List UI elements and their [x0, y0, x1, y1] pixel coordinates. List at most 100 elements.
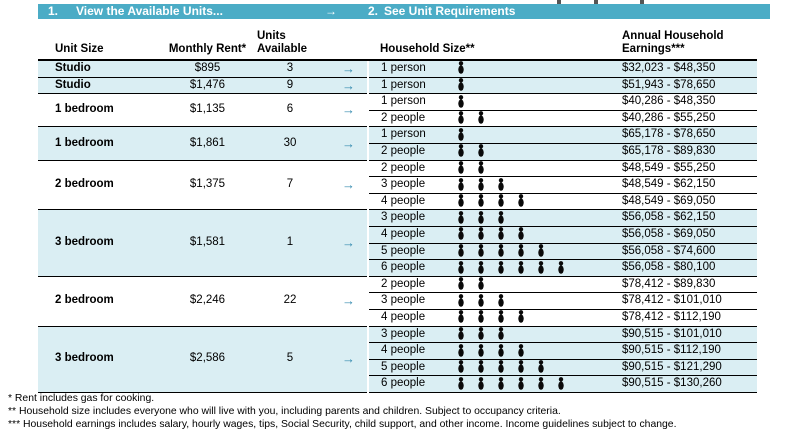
person-icons-cell [455, 110, 620, 128]
earnings-cell: $90,515 - $112,190 [620, 342, 757, 360]
earnings-cell: $65,178 - $89,830 [620, 143, 757, 161]
unit-row: 4 people $90,515 - $112,190 [38, 342, 757, 360]
unit-row: 4 people $48,549 - $69,050 [38, 193, 757, 211]
person-icon [478, 210, 484, 224]
person-icons-cell [455, 276, 620, 294]
step2-label: See Unit Requirements [384, 4, 516, 18]
person-icon [478, 111, 484, 125]
table-header-row: Unit Size Monthly Rent* Units Available … [38, 24, 757, 61]
unit-row: 6 people $56,058 - $80,100 [38, 259, 757, 277]
person-icon [478, 343, 484, 357]
person-icon [458, 144, 464, 158]
unit-row: 1 bedroom $1,135 6 → 1 person $40,286 - $48,3… [38, 93, 757, 128]
unit-size-cell: 3 bedroom [38, 209, 165, 277]
unit-size-cell: 2 bedroom [38, 276, 165, 327]
person-icons-cell [455, 292, 620, 310]
earnings-cell: $90,515 - $101,010 [620, 326, 757, 344]
monthly-rent-cell: $2,246 [165, 276, 250, 327]
unit-row: 3 people $48,549 - $62,150 [38, 176, 757, 194]
person-icon [498, 360, 504, 373]
arrow-icon-cell: → [330, 93, 368, 128]
arrow-icon-cell: → [330, 160, 368, 211]
person-icon [518, 227, 524, 241]
person-icon [498, 260, 504, 274]
person-icon [498, 343, 504, 357]
person-icon [558, 260, 564, 274]
person-icon [458, 127, 464, 141]
unit-size-cell: 3 bedroom [38, 326, 165, 393]
person-icon [458, 260, 464, 274]
arrow-icon-cell: → [330, 60, 368, 78]
arrow-icon-cell: → [330, 126, 368, 161]
person-icon [458, 111, 464, 125]
person-icons-cell [455, 243, 620, 261]
person-icons-cell [455, 60, 620, 78]
unit-size-header: Unit Size [38, 24, 165, 61]
household-size-cell: 1 person [367, 93, 455, 111]
person-icons-cell [455, 193, 620, 211]
units-available-cell: 7 [250, 160, 330, 211]
unit-row: 2 bedroom $2,246 22 → 2 people $78,412 - $89,… [38, 276, 757, 327]
unit-row: 5 people $56,058 - $74,600 [38, 243, 757, 261]
person-icon [538, 376, 544, 390]
person-icon [458, 293, 464, 307]
household-size-cell: 2 people [367, 276, 455, 294]
clipped-text-fragment [640, 0, 644, 4]
person-icon [458, 61, 464, 75]
person-icon [458, 360, 464, 373]
unit-row: 3 people $78,412 - $101,010 [38, 292, 757, 310]
person-icon [518, 244, 524, 257]
person-icon [538, 244, 544, 257]
footnote-household-earnings: *** Household earnings includes salary, … [8, 418, 677, 430]
person-icon [518, 194, 524, 208]
clipped-text-fragment [594, 0, 598, 4]
household-size-cell: 3 people [367, 292, 455, 310]
step2-number: 2. [368, 4, 379, 18]
earnings-cell: $32,023 - $48,350 [620, 60, 757, 78]
step-banner: 1. View the Available Units... → 2. See … [38, 4, 770, 19]
person-icons-cell [455, 176, 620, 194]
person-icon [518, 260, 524, 274]
person-icon [478, 293, 484, 307]
unit-size-cell: 1 bedroom [38, 93, 165, 128]
unit-row: 3 bedroom $1,581 1 → 3 people $56,058 - $62,1… [38, 209, 757, 277]
arrow-icon-cell: → [330, 77, 368, 95]
earnings-cell: $51,943 - $78,650 [620, 77, 757, 95]
person-icon [458, 376, 464, 390]
available-units-table: Unit Size Monthly Rent* Units Available … [38, 24, 757, 393]
step1-label: View the Available Units... [76, 4, 223, 18]
earnings-cell: $90,515 - $130,260 [620, 375, 757, 393]
earnings-cell: $48,549 - $62,150 [620, 176, 757, 194]
person-icon [478, 161, 484, 174]
unit-size-cell: Studio [38, 77, 165, 95]
person-icon [518, 310, 524, 324]
person-icons-cell [455, 226, 620, 244]
household-size-cell: 3 people [367, 326, 455, 344]
person-icon [458, 277, 464, 290]
earnings-cell: $40,286 - $48,350 [620, 93, 757, 111]
person-icons-cell [455, 93, 620, 111]
person-icon [458, 244, 464, 257]
arrow-icon-cell: → [330, 209, 368, 277]
arrow-icon-cell: → [330, 326, 368, 393]
person-icon [458, 210, 464, 224]
units-available-cell: 6 [250, 93, 330, 128]
household-size-cell: 1 person [367, 60, 455, 78]
person-icon [478, 360, 484, 373]
unit-row: 3 bedroom $2,586 5 → 3 people $90,515 - $101,… [38, 326, 757, 393]
monthly-rent-header: Monthly Rent* [165, 24, 250, 61]
earnings-cell: $56,058 - $74,600 [620, 243, 757, 261]
person-icon [478, 376, 484, 390]
household-size-cell: 1 person [367, 77, 455, 95]
earnings-cell: $48,549 - $55,250 [620, 160, 757, 178]
person-icons-cell [455, 160, 620, 178]
household-size-cell: 5 people [367, 359, 455, 377]
person-icon [478, 260, 484, 274]
arrow-icon: → [325, 4, 337, 18]
earnings-cell: $40,286 - $55,250 [620, 110, 757, 128]
person-icon [538, 260, 544, 274]
unit-row: 1 bedroom $1,861 30 → 1 person $65,178 - $78,… [38, 126, 757, 161]
units-available-cell: 30 [250, 126, 330, 161]
person-icon [518, 360, 524, 373]
earnings-cell: $78,412 - $101,010 [620, 292, 757, 310]
